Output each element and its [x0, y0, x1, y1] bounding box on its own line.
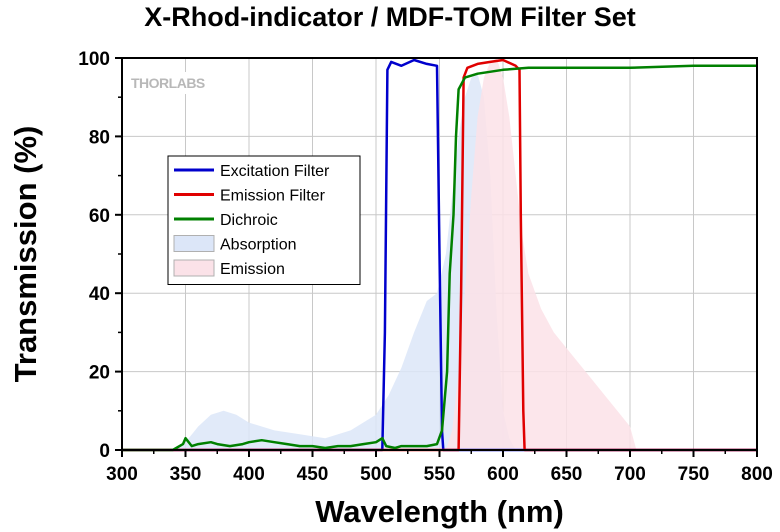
- x-axis-label: Wavelength (nm): [315, 494, 564, 529]
- x-tick-label: 700: [614, 464, 646, 485]
- x-tick-label: 800: [741, 464, 773, 485]
- x-tick-label: 300: [106, 464, 138, 485]
- x-tick-label: 400: [233, 464, 265, 485]
- legend-swatch-emission: [173, 259, 215, 277]
- axis-ticks: [115, 57, 758, 457]
- y-tick-label: 40: [89, 284, 110, 305]
- line-series-layer: [122, 58, 757, 452]
- legend-label-emission: Emission: [220, 261, 285, 278]
- y-tick-label: 0: [99, 441, 110, 462]
- x-tick-label: 650: [551, 464, 583, 485]
- y-tick-label: 80: [89, 127, 110, 148]
- area-emission: [445, 58, 637, 450]
- x-tick-label: 350: [170, 464, 202, 485]
- legend-label-absorption: Absorption: [220, 237, 297, 254]
- legend-label-excitation-filter: Excitation Filter: [220, 163, 330, 180]
- x-tick-label: 550: [424, 464, 456, 485]
- series-emission-filter: [122, 58, 757, 452]
- logo-text: THORLABS: [131, 75, 205, 91]
- x-tick-label: 750: [678, 464, 710, 485]
- legend: Excitation Filter Emission Filter Dichroic…: [167, 155, 361, 285]
- legend-label-dichroic: Dichroic: [220, 212, 278, 229]
- x-tick-label: 500: [360, 464, 392, 485]
- thorlabs-logo: THORLABS: [127, 72, 225, 94]
- legend-swatch-absorption: [173, 235, 215, 252]
- tick-labels: 300 350 400 450 500 550 600 650 700 750 800 0 20 40 60…: [78, 49, 773, 485]
- series-dichroic: [122, 64, 757, 452]
- area-series-layer: [172, 58, 637, 450]
- y-axis-label: Transmission (%): [8, 126, 43, 383]
- y-tick-label: 20: [89, 363, 110, 384]
- chart-title: X-Rhod-indicator / MDF-TOM Filter Set: [144, 2, 636, 32]
- y-tick-label: 100: [78, 49, 110, 70]
- x-tick-label: 600: [487, 464, 519, 485]
- legend-label-emission-filter: Emission Filter: [220, 188, 326, 205]
- x-tick-label: 450: [297, 464, 329, 485]
- area-absorption: [172, 73, 516, 450]
- y-tick-label: 60: [89, 206, 110, 227]
